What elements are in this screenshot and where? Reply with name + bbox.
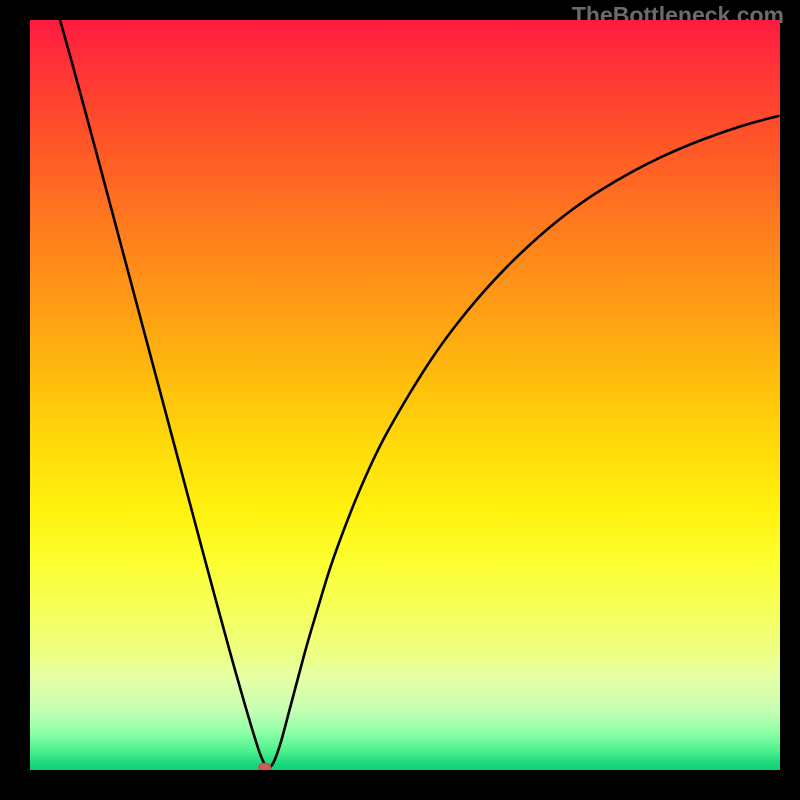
gradient-background: [30, 20, 780, 770]
plot-area: [30, 20, 780, 770]
chart-frame: TheBottleneck.com: [0, 0, 800, 800]
chart-svg: [30, 20, 780, 770]
optimum-marker: [259, 763, 271, 770]
